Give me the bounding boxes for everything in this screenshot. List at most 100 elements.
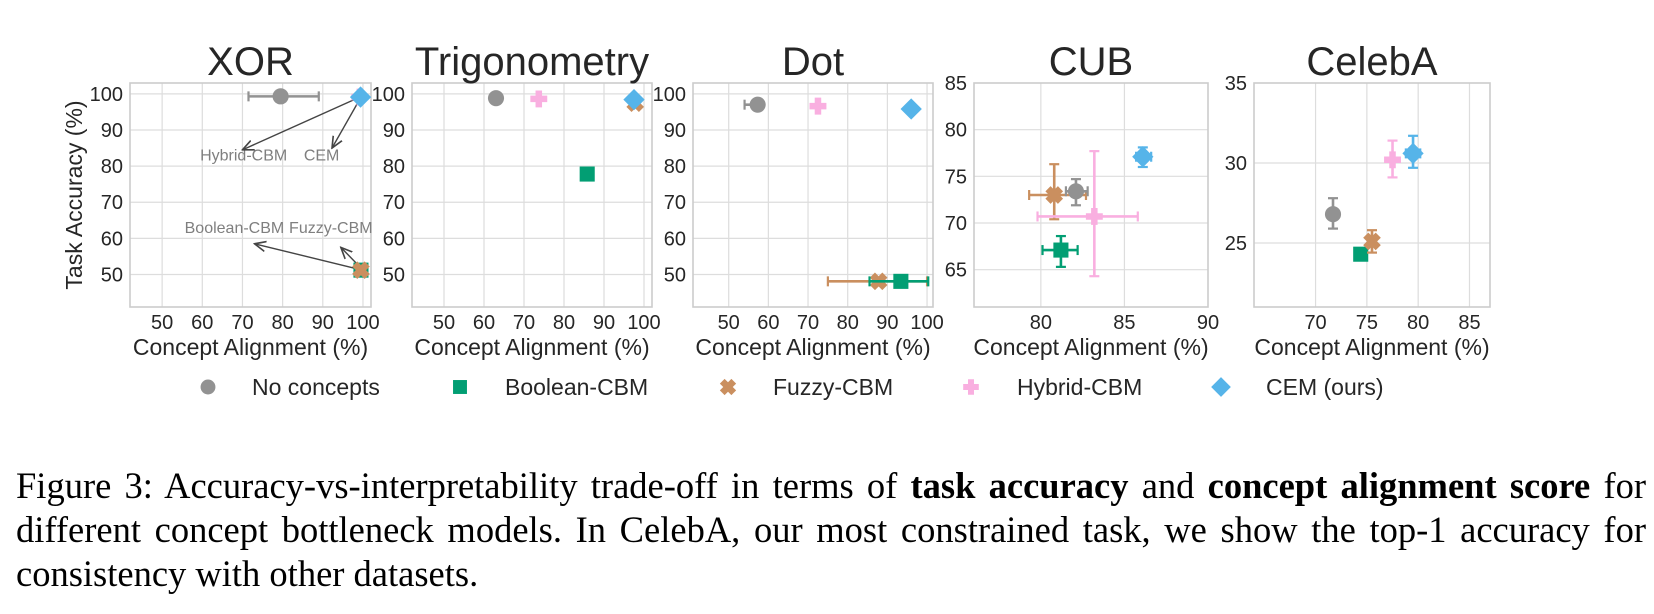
point-fuzzy-cbm — [1363, 229, 1381, 254]
legend-label: Hybrid-CBM — [1017, 374, 1142, 400]
x-tick-label: 75 — [1356, 312, 1378, 334]
figure-panels: 50 60 70 80 90 100 50 60 70 80 90 100 XOR Concept Ali… — [61, 40, 1491, 400]
point-cem-ours — [349, 86, 372, 108]
y-axis-label: Task Accuracy (%) — [61, 100, 87, 289]
y-tick-label: 90 — [664, 120, 686, 142]
x-axis-label: Concept Alignment (%) — [973, 334, 1208, 360]
legend-marker-no-concepts — [200, 379, 216, 395]
axes-frame — [129, 82, 372, 308]
marker-hybrid-cbm — [1085, 208, 1103, 225]
marker-no-concepts — [272, 88, 289, 105]
x-tick-label: 80 — [553, 312, 575, 334]
plot-area — [974, 83, 1208, 307]
x-tick-label: 90 — [876, 312, 898, 334]
caption-bold-concept-alignment: concept alignment score — [1207, 465, 1591, 506]
point-hybrid-cbm — [530, 90, 548, 108]
x-tick-label: 80 — [1407, 312, 1429, 334]
x-axis-label: Concept Alignment (%) — [414, 334, 649, 360]
x-tick-label: 50 — [433, 312, 455, 334]
point-hybrid-cbm — [1036, 150, 1139, 278]
x-tick-label: 100 — [346, 312, 379, 334]
legend-marker-fuzzy-cbm — [719, 378, 737, 396]
marker-cem-ours — [1132, 146, 1154, 168]
legend-label: Fuzzy-CBM — [773, 374, 893, 400]
caption-and: and — [1128, 465, 1208, 506]
point-cem-ours — [623, 88, 645, 111]
legend-item-boolean-cbm: Boolean-CBM — [453, 374, 648, 400]
x-tick-label: 60 — [757, 312, 779, 334]
marker-hybrid-cbm — [530, 90, 548, 108]
point-boolean-cbm — [579, 166, 595, 182]
y-tick-label: 80 — [383, 156, 405, 178]
y-tick-label: 65 — [945, 260, 967, 282]
y-tick-label: 60 — [101, 228, 123, 250]
point-no-concepts — [1324, 197, 1342, 230]
x-tick-label: 85 — [1113, 312, 1135, 334]
caption-bold-task-accuracy: task accuracy — [910, 465, 1129, 506]
annotation-arrow — [255, 244, 362, 271]
plot-area — [693, 83, 933, 307]
point-no-concepts — [487, 90, 505, 107]
annotation-fuzzy-cbm: Fuzzy-CBM — [289, 220, 373, 237]
point-cem-ours — [1402, 134, 1424, 169]
marker-fuzzy-cbm — [352, 261, 370, 279]
marker-cem-ours — [623, 88, 645, 111]
y-tick-label: 35 — [1225, 73, 1247, 95]
point-boolean-cbm — [1353, 246, 1369, 262]
y-tick-label: 90 — [383, 120, 405, 142]
x-tick-label: 50 — [718, 312, 740, 334]
legend-marker-boolean-cbm — [453, 380, 467, 394]
legend-item-no-concepts: No concepts — [200, 374, 380, 400]
caption-prefix: Figure 3: Accuracy-vs-interpretability t… — [16, 465, 911, 506]
marker-fuzzy-cbm-shape — [352, 261, 370, 279]
x-tick-label: 70 — [231, 312, 253, 334]
marker-fuzzy-cbm — [1363, 232, 1381, 251]
marker-fuzzy-cbm-shape — [1363, 232, 1381, 251]
y-tick-label: 80 — [664, 156, 686, 178]
annotation-boolean-cbm: Boolean-CBM — [185, 220, 285, 237]
y-tick-label: 60 — [383, 228, 405, 250]
x-tick-label: 50 — [151, 312, 173, 334]
point-hybrid-cbm — [1384, 139, 1401, 179]
legend: No concepts Boolean-CBM Fuzzy-CBM Hybrid-CB… — [200, 374, 1384, 400]
y-tick-label: 100 — [372, 84, 405, 106]
x-tick-label: 100 — [910, 312, 943, 334]
x-tick-label: 80 — [272, 312, 294, 334]
y-tick-label: 70 — [101, 192, 123, 214]
x-tick-label: 90 — [593, 312, 615, 334]
panel-celeba: 70 75 80 85 25 30 35 CelebA Concept Alignment (%… — [1225, 40, 1491, 360]
marker-no-concepts — [1067, 183, 1085, 200]
figure-caption: Figure 3: Accuracy-vs-interpretability t… — [16, 464, 1646, 596]
y-tick-label: 100 — [90, 84, 123, 106]
legend-marker-hybrid-cbm — [963, 379, 979, 395]
marker-no-concepts — [1324, 206, 1342, 223]
point-hybrid-cbm — [809, 97, 827, 115]
marker-cem-ours — [349, 86, 372, 108]
x-tick-label: 90 — [1197, 312, 1219, 334]
plot-area — [1254, 83, 1490, 307]
marker-boolean-cbm — [579, 166, 595, 182]
x-axis-label: Concept Alignment (%) — [1254, 334, 1489, 360]
legend-label: No concepts — [252, 374, 380, 400]
panel-cub: 80 85 90 65 70 75 80 85 CUB Concept Alignment (%) — [945, 40, 1219, 360]
x-axis-label: Concept Alignment (%) — [695, 334, 930, 360]
x-axis-label: Concept Alignment (%) — [133, 334, 368, 360]
y-tick-label: 100 — [653, 84, 686, 106]
panel-trigonometry: 50 60 70 80 90 100 50 60 70 80 90 100 Trigonometry Co… — [372, 40, 661, 360]
marker-hybrid-cbm — [809, 97, 827, 115]
marker-cem-ours — [900, 98, 922, 120]
marker-fuzzy-cbm — [1045, 186, 1064, 204]
panel-title: XOR — [207, 40, 294, 84]
x-tick-label: 80 — [837, 312, 859, 334]
panel-title: Dot — [782, 40, 844, 84]
x-tick-label: 90 — [312, 312, 334, 334]
marker-hybrid-cbm — [1384, 151, 1401, 169]
marker-boolean-cbm — [893, 273, 909, 289]
axes-frame — [692, 82, 934, 308]
panel-title: CelebA — [1306, 40, 1438, 84]
x-tick-label: 60 — [191, 312, 213, 334]
point-boolean-cbm — [1041, 234, 1079, 268]
axes-frame — [973, 82, 1209, 308]
x-tick-label: 60 — [473, 312, 495, 334]
y-tick-label: 50 — [101, 264, 123, 286]
